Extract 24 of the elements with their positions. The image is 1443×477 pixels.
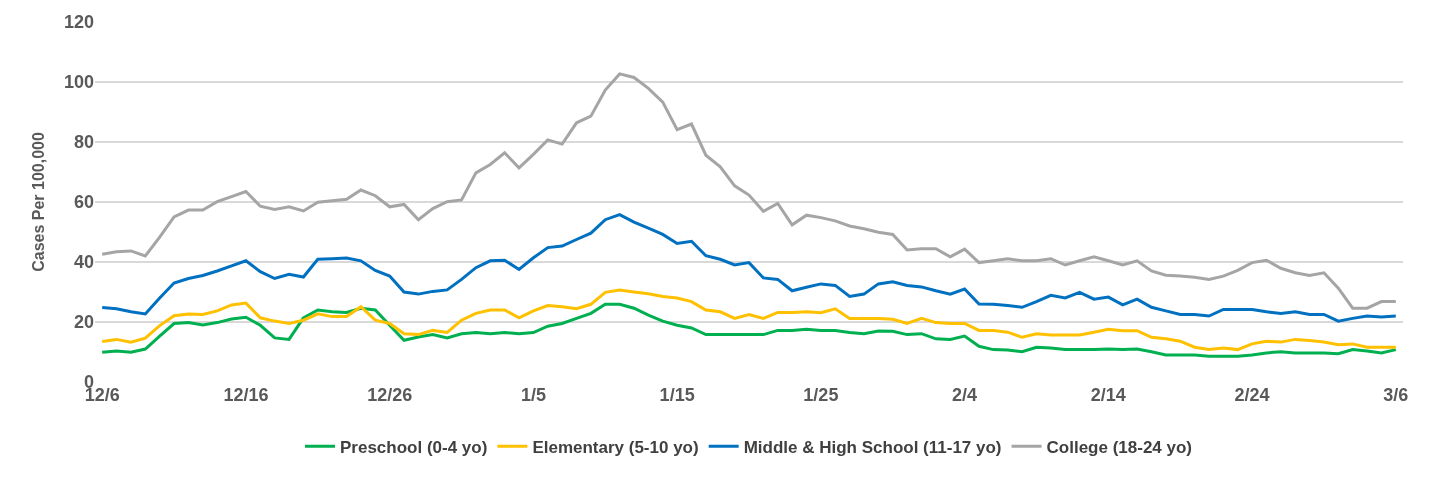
y-axis-title: Cases Per 100,000 (29, 132, 47, 272)
x-tick-label: 12/26 (367, 385, 413, 405)
y-tick-label: 100 (63, 72, 94, 93)
y-tick-label: 40 (73, 252, 94, 273)
y-tick-label: 80 (73, 132, 94, 153)
line-series (100, 213, 1398, 323)
line-series (100, 72, 1398, 310)
legend-label: Middle & High School (11-17 yo) (743, 437, 1002, 457)
x-tick-label: 2/4 (952, 385, 978, 405)
y-tick-label: 120 (63, 12, 94, 33)
x-tick-label: 1/5 (520, 385, 546, 405)
legend-label: Elementary (5-10 yo) (532, 437, 699, 457)
x-tick-label: 2/14 (1090, 385, 1126, 405)
x-tick-label: 3/6 (1383, 385, 1409, 405)
y-tick-label: 60 (73, 192, 94, 213)
line-series (100, 302, 1398, 358)
x-tick-label: 12/16 (223, 385, 269, 405)
x-tick-label: 1/15 (659, 385, 695, 405)
x-tick-label: 2/24 (1234, 385, 1270, 405)
y-tick-label: 20 (73, 312, 94, 333)
legend-label: Preschool (0-4 yo) (340, 437, 488, 457)
x-tick-label: 1/25 (803, 385, 839, 405)
legend-label: College (18-24 yo) (1046, 437, 1193, 457)
line-series (100, 288, 1398, 352)
